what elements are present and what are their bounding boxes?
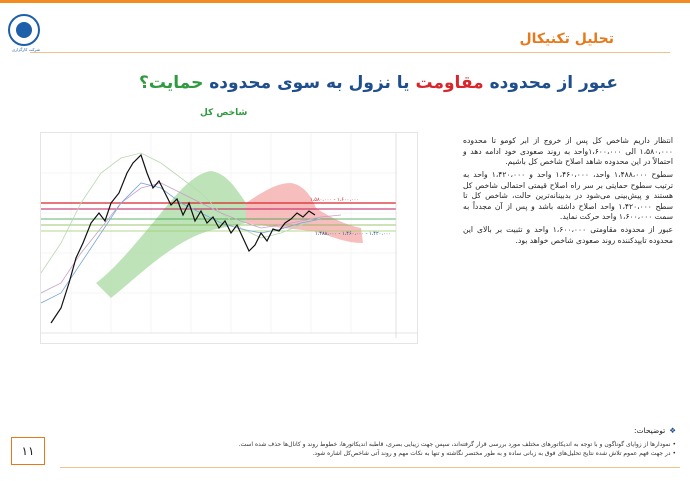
chart-title: شاخص کل — [200, 108, 248, 118]
analysis-paragraph-2: سطوح ۱،۴۸۸،۰۰۰ واحد، ۱،۴۶۰،۰۰۰ واحد و ۱،… — [463, 169, 673, 222]
note-item: • در جهت فهم عموم تلاش شده نتایج تحلیل‌ه… — [312, 450, 677, 457]
headline-part1: عبور از محدوده — [483, 73, 618, 93]
note-text: در جهت فهم عموم تلاش شده نتایج تحلیل‌های… — [312, 450, 671, 457]
headline: عبور از محدوده مقاومت یا نزول به سوی محد… — [0, 73, 640, 93]
note-item: • نمودارها از زوایای گوناگون و با توجه ب… — [238, 441, 676, 448]
footer-divider — [60, 467, 680, 468]
headline-part3: یا نزول به سوی محدوده — [203, 73, 416, 93]
section-title: تحلیل تکنیکال — [519, 31, 614, 47]
ichimoku-chart: ۱،۵۸۰،۰۰۰ - ۱،۶۰۰،۰۰۰ ۱،۴۸۸،۰۰۰ - ۱،۴۶۰،… — [40, 132, 418, 344]
diamond-bullet-icon: ❖ — [669, 426, 676, 435]
section-divider — [30, 52, 670, 53]
notes-heading: ❖توضیحات: — [634, 426, 676, 435]
ichimoku-lagging-line — [40, 152, 322, 274]
kumo-cloud-red — [246, 183, 363, 243]
logo-caption: شرکت کارگزاری — [11, 47, 40, 52]
kumo-cloud-green — [96, 171, 246, 298]
analysis-paragraph-3: عبور از محدوده مقاومتی ۱،۶۰۰،۰۰۰ واحد و … — [463, 225, 674, 245]
price-line — [50, 153, 316, 324]
headline-resistance: مقاومت — [415, 73, 484, 93]
ichimoku-base-line — [40, 182, 342, 294]
ichimoku-conversion-line — [40, 182, 322, 304]
support-label: ۱،۴۸۸،۰۰۰ - ۱،۴۶۰،۰۰۰ - ۱،۴۲۰،۰۰۰ — [315, 231, 391, 237]
note-text: نمودارها از زوایای گوناگون و با توجه به … — [238, 441, 671, 448]
page-number: ۱۱ — [11, 437, 45, 465]
analysis-text: انتظار داریم شاخص کل پس از خروج از ابر ک… — [463, 136, 673, 248]
chart-svg: ۱،۵۸۰،۰۰۰ - ۱،۶۰۰،۰۰۰ ۱،۴۸۸،۰۰۰ - ۱،۴۶۰،… — [40, 133, 417, 338]
notes-list: • نمودارها از زوایای گوناگون و با توجه ب… — [116, 440, 676, 458]
top-accent-bar — [0, 0, 690, 3]
headline-support: حمایت؟ — [139, 73, 204, 93]
notes-heading-text: توضیحات: — [633, 426, 666, 435]
resistance-label: ۱،۵۸۰،۰۰۰ - ۱،۶۰۰،۰۰۰ — [310, 197, 359, 203]
company-logo — [8, 14, 40, 46]
analysis-paragraph-1: انتظار داریم شاخص کل پس از خروج از ابر ک… — [463, 136, 673, 167]
